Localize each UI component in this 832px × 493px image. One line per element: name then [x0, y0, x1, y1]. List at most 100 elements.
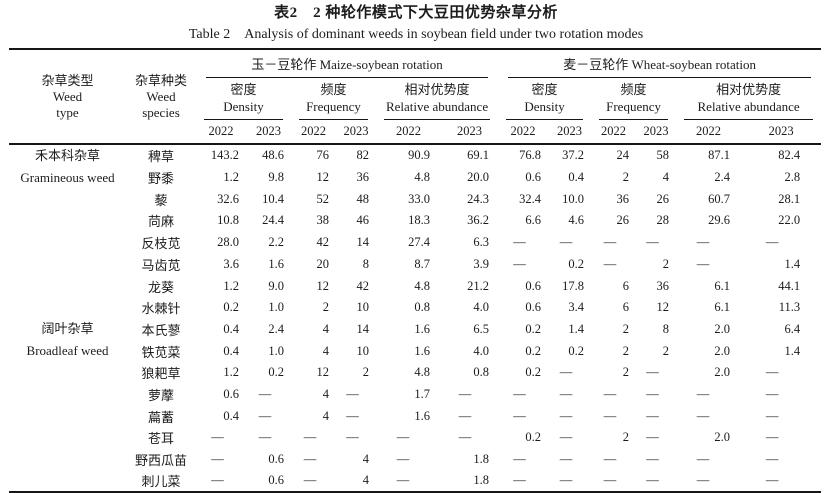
value-cell: — — [765, 430, 779, 445]
value-cell: 90.9 — [408, 148, 430, 163]
value-cell: — — [696, 256, 710, 271]
value-cell: — — [603, 235, 617, 250]
year-header: 2023 — [557, 124, 583, 138]
value-cell: 1.2 — [223, 169, 239, 184]
value-cell: 38 — [316, 213, 330, 228]
header-row-metrics: 密度 Density 频度 Frequency 相对优势度 Relative a… — [9, 78, 821, 120]
value-cell: 82.4 — [778, 148, 801, 163]
value-cell: — — [646, 386, 659, 401]
value-cell: — — [346, 408, 359, 423]
col-header-maize-frequency: 频度 Frequency — [291, 78, 376, 120]
value-cell: 1.8 — [473, 452, 490, 466]
value-cell: 3.6 — [223, 256, 239, 271]
value-cell: 14 — [356, 235, 370, 250]
value-cell: — — [346, 386, 359, 401]
value-cell: — — [396, 430, 410, 445]
value-cell: 27.4 — [408, 235, 430, 250]
weed-species-cell: 萹蓄 — [147, 409, 174, 425]
year-header: 2023 — [256, 124, 281, 138]
value-cell: 2.4 — [714, 169, 731, 184]
value-cell: 2.8 — [784, 169, 801, 184]
value-cell: — — [559, 365, 573, 380]
value-cell: 2.0 — [714, 321, 731, 336]
value-cell: 0.2 — [525, 430, 542, 445]
value-cell: — — [303, 473, 317, 488]
value-cell: 2.0 — [714, 365, 731, 380]
value-cell: 28.0 — [217, 235, 239, 250]
value-cell: 1.6 — [414, 321, 430, 336]
value-cell: 1.2 — [223, 278, 239, 293]
header-row-years: 2022 2023 2022 2023 2022 2023 2022 2023 … — [9, 120, 821, 144]
value-cell: — — [559, 473, 573, 488]
value-cell: 2 — [622, 365, 630, 380]
value-cell: 20.0 — [467, 169, 490, 184]
value-cell: 1.6 — [414, 408, 430, 423]
weed-species-cell: 稗草 — [147, 149, 174, 165]
table-caption-zh: 表2 2 种轮作模式下大豆田优势杂草分析 — [274, 5, 558, 21]
value-cell: — — [646, 473, 659, 488]
value-cell: — — [396, 452, 410, 466]
weed-species-cell: 马齿苋 — [141, 257, 181, 273]
value-cell: — — [513, 256, 526, 271]
value-cell: 0.6 — [223, 386, 239, 401]
value-cell: — — [646, 430, 659, 445]
value-cell: 0.6 — [268, 473, 284, 488]
table-body: 禾本科杂草 Gramineous weed 稗草 143.2 48.6 76 82 90.9… — [9, 144, 822, 493]
value-cell: 4.0 — [473, 343, 490, 358]
value-cell: — — [211, 430, 224, 445]
weed-species-cell: 藜 — [154, 192, 168, 208]
value-cell: 36 — [656, 278, 670, 293]
value-cell: 36 — [616, 191, 630, 206]
value-cell: — — [603, 256, 617, 271]
year-header: 2023 — [457, 124, 483, 138]
value-cell: 0.2 — [568, 343, 585, 358]
value-cell: 24.4 — [262, 213, 284, 228]
value-cell: 2 — [622, 321, 630, 336]
col-header-wheat-relative-abundance: 相对优势度 Relative abundance — [676, 78, 821, 120]
value-cell: 10.8 — [217, 213, 239, 228]
value-cell: — — [211, 473, 224, 488]
value-cell: 6.5 — [473, 321, 490, 336]
value-cell: 76 — [316, 148, 330, 163]
weed-species-cell: 刺儿菜 — [141, 474, 181, 490]
table-row: 萹蓄 0.4 — 4 — 1.6 — — — — — — — — [9, 405, 821, 427]
value-cell: 2 — [622, 343, 630, 358]
value-cell: 0.4 — [223, 408, 239, 423]
col-group-wheat-soybean-rotation: 麦－豆轮作 Wheat-soybean rotation — [498, 49, 821, 78]
value-cell: — — [765, 386, 779, 401]
value-cell: — — [646, 365, 659, 380]
weed-species-cell: 萝藦 — [147, 387, 174, 403]
value-cell: 8 — [362, 256, 369, 271]
value-cell: 1.0 — [268, 300, 284, 315]
value-cell: — — [603, 473, 617, 488]
value-cell: 28 — [656, 213, 670, 228]
value-cell: — — [559, 386, 573, 401]
value-cell: — — [603, 452, 617, 466]
col-header-wheat-density: 密度 Density — [498, 78, 591, 120]
value-cell: 32.4 — [519, 191, 542, 206]
value-cell: — — [211, 452, 224, 466]
value-cell: 6.6 — [525, 213, 542, 228]
value-cell: 4.6 — [568, 213, 585, 228]
table-row: 水棘针 0.2 1.0 2 10 0.8 4.0 0.6 3.4 6 12 6.1 11.3 — [9, 297, 821, 319]
weed-species-cell: 反枝苋 — [141, 236, 181, 252]
weed-species-cell: 铁苋菜 — [141, 344, 181, 360]
col-header-weed-type: 杂草类型 Weed type — [41, 72, 94, 120]
weed-species-cell: 野西瓜苗 — [134, 453, 187, 468]
value-cell: 0.6 — [525, 278, 542, 293]
table-row: 马齿苋 3.6 1.6 20 8 8.7 3.9 — 0.2 — 2 — 1.4 — [9, 253, 821, 275]
weed-type-cell: 禾本科杂草 Gramineous weed — [20, 148, 115, 185]
value-cell: 12 — [316, 365, 330, 380]
table-row: 本氏蓼 0.4 2.4 4 14 1.6 6.5 0.2 1.4 2 8 2.0 6.4 — [9, 319, 821, 341]
weed-species-cell: 本氏蓼 — [141, 322, 181, 338]
value-cell: 4 — [322, 386, 329, 401]
value-cell: 0.2 — [525, 365, 542, 380]
value-cell: — — [765, 452, 779, 466]
value-cell: 0.6 — [268, 452, 284, 466]
value-cell: 69.1 — [467, 148, 490, 163]
value-cell: 1.4 — [568, 321, 585, 336]
value-cell: 46 — [356, 213, 370, 228]
value-cell: 4 — [662, 169, 670, 184]
value-cell: — — [559, 430, 573, 445]
value-cell: — — [258, 408, 272, 423]
